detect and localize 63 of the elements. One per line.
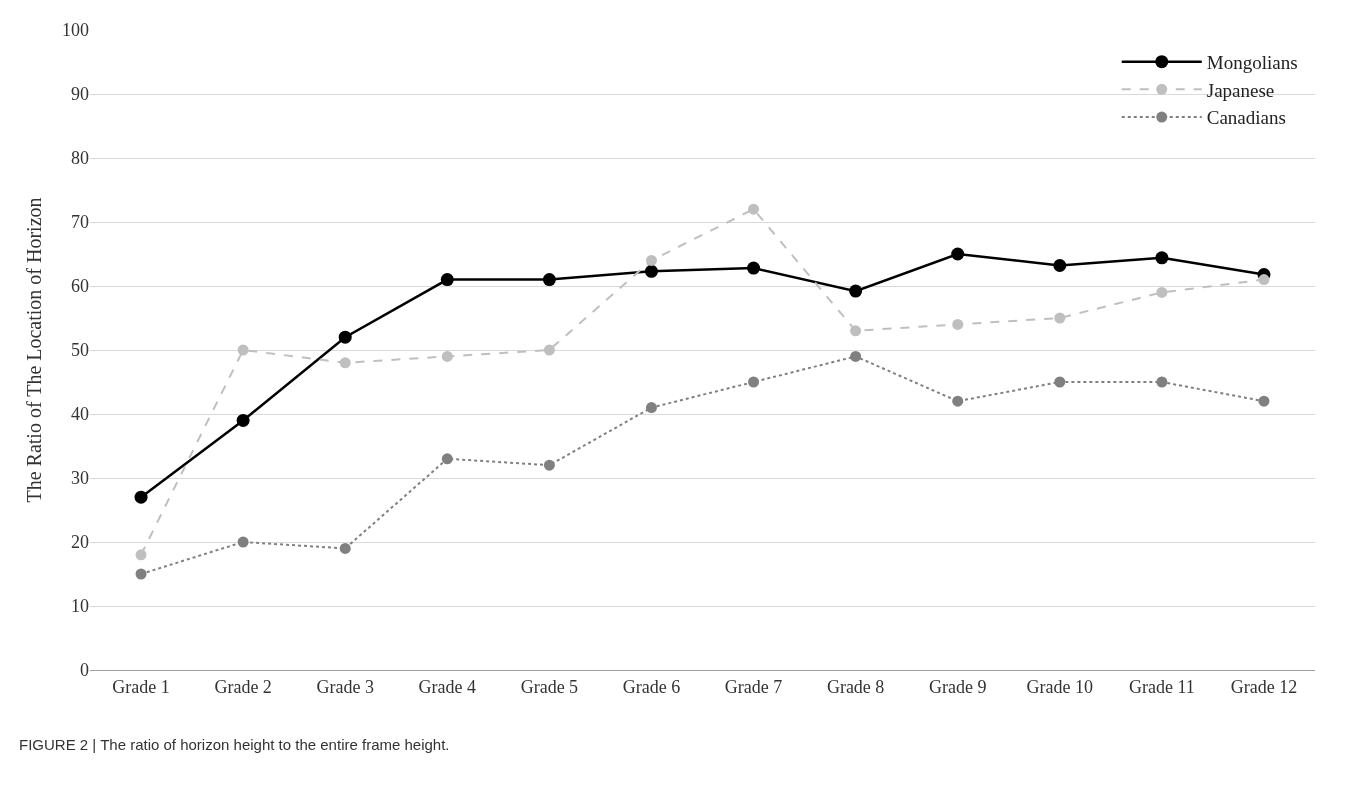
y-tick-label: 30: [71, 468, 89, 489]
point: [1258, 395, 1270, 407]
y-tick-label: 40: [71, 404, 89, 425]
point: [850, 325, 862, 337]
y-axis-title: The Ratio of The Location of Horizon: [22, 197, 45, 503]
x-tick-label: Grade 3: [316, 676, 374, 697]
point: [747, 261, 761, 275]
x-tick-label: Grade 4: [418, 676, 477, 697]
x-tick-label: Grade 8: [826, 676, 885, 697]
point: [441, 350, 453, 362]
y-tick-label: 0: [80, 660, 89, 681]
legend-label: Mongolians: [1206, 52, 1298, 74]
point: [543, 459, 555, 471]
point: [748, 376, 760, 388]
point: [1054, 312, 1066, 324]
point: [1155, 251, 1169, 265]
point: [1053, 259, 1067, 273]
x-tick-label: Grade 9: [928, 676, 987, 697]
x-tick-label: Grade 12: [1230, 676, 1298, 697]
point: [236, 413, 250, 427]
point: [1258, 274, 1270, 286]
point: [543, 344, 555, 356]
point: [1156, 376, 1168, 388]
y-tick-label: 60: [71, 276, 89, 297]
point: [339, 357, 351, 369]
point: [850, 350, 862, 362]
point: [645, 254, 657, 266]
caption: FIGURE 2 | The ratio of horizon height to the entire frame height.: [19, 736, 450, 753]
x-tick-label: Grade 11: [1128, 676, 1195, 697]
point: [951, 247, 965, 261]
y-tick-label: 70: [71, 212, 89, 233]
y-tick-label: 20: [71, 532, 89, 553]
x-tick-label: Grade 1: [112, 676, 170, 697]
x-tick-label: Grade 5: [520, 676, 579, 697]
x-tick-label: Grade 6: [622, 676, 681, 697]
point: [849, 284, 863, 298]
point: [338, 330, 352, 344]
point: [237, 344, 249, 356]
point: [134, 490, 148, 504]
point: [542, 273, 556, 287]
point: [1054, 376, 1066, 388]
point: [644, 264, 658, 278]
point: [748, 203, 760, 215]
point: [441, 453, 453, 465]
y-tick-label: 50: [71, 340, 89, 361]
x-tick-label: Grade 2: [214, 676, 272, 697]
legend-label: Japanese: [1206, 79, 1275, 101]
x-tick-label: Grade 10: [1026, 676, 1094, 697]
point: [339, 542, 351, 554]
point: [952, 318, 964, 330]
point: [952, 395, 964, 407]
point: [237, 536, 249, 548]
legend-label: Canadians: [1206, 107, 1286, 129]
point: [1156, 286, 1168, 298]
y-tick-label: 80: [71, 148, 89, 169]
point: [135, 549, 147, 561]
x-tick-label: Grade 7: [724, 676, 783, 697]
y-tick-label: 10: [71, 596, 89, 617]
point: [645, 402, 657, 414]
y-tick-label: 100: [62, 20, 89, 41]
point: [135, 568, 147, 580]
y-tick-label: 90: [71, 84, 89, 105]
point: [440, 273, 454, 287]
